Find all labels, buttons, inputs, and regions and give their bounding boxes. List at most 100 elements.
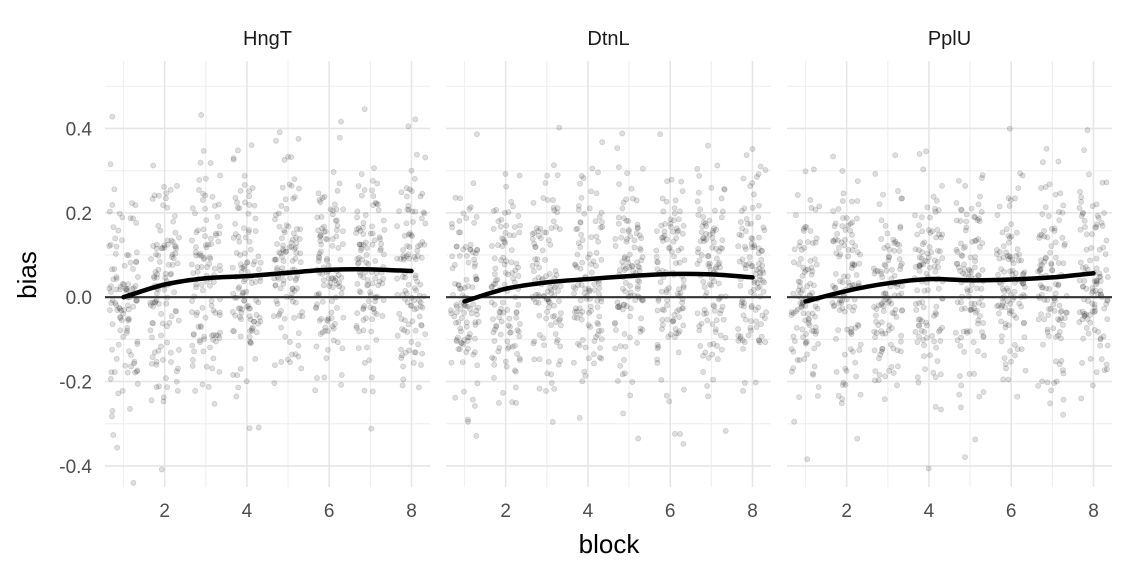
data-point — [574, 314, 580, 321]
data-point — [681, 257, 688, 263]
data-point — [212, 232, 219, 239]
data-point — [197, 339, 203, 346]
data-point — [117, 305, 123, 312]
data-point — [877, 351, 884, 358]
data-point — [499, 243, 506, 250]
data-point — [174, 260, 181, 267]
data-point — [710, 302, 717, 309]
data-point — [278, 358, 285, 365]
data-point — [885, 299, 892, 306]
data-point — [1017, 170, 1023, 177]
data-point — [871, 328, 878, 335]
data-point — [113, 286, 119, 293]
data-point — [162, 270, 169, 277]
data-point — [875, 377, 882, 384]
data-point — [113, 243, 120, 250]
data-point — [573, 264, 580, 271]
data-point — [464, 303, 471, 310]
data-point — [203, 217, 210, 223]
data-point — [289, 236, 296, 243]
data-point — [848, 331, 855, 337]
data-point — [491, 301, 498, 308]
data-point — [1043, 254, 1049, 261]
data-point — [286, 244, 293, 251]
data-point — [171, 242, 178, 249]
data-point — [654, 359, 661, 366]
data-point — [916, 300, 922, 306]
data-point — [416, 313, 423, 320]
data-point — [635, 435, 642, 442]
data-point — [404, 328, 411, 335]
data-point — [677, 289, 684, 296]
data-point — [488, 283, 495, 290]
data-point — [529, 262, 536, 269]
data-point — [152, 268, 159, 275]
data-point — [1097, 336, 1104, 343]
data-point — [339, 285, 346, 292]
data-point — [796, 283, 803, 290]
data-point — [1020, 271, 1026, 277]
data-point — [938, 234, 944, 241]
data-point — [926, 244, 933, 250]
data-point — [614, 145, 621, 151]
data-point — [958, 207, 965, 214]
data-point — [916, 151, 923, 157]
data-point — [921, 342, 927, 349]
data-point — [544, 370, 551, 377]
data-point — [496, 344, 503, 351]
data-point — [125, 252, 132, 259]
data-point — [899, 307, 905, 314]
data-point — [251, 258, 258, 265]
data-point — [244, 303, 250, 310]
data-point — [698, 229, 705, 235]
data-point — [336, 180, 343, 187]
data-point — [879, 274, 886, 281]
data-point — [937, 326, 943, 333]
data-point — [200, 190, 206, 197]
data-point — [173, 368, 180, 375]
data-point — [329, 284, 336, 290]
data-point — [544, 288, 551, 295]
data-point — [795, 287, 802, 294]
data-point — [897, 223, 904, 230]
data-point — [920, 337, 926, 343]
data-point — [1003, 365, 1009, 372]
data-point — [1063, 309, 1070, 316]
data-point — [698, 320, 705, 327]
data-point — [164, 204, 171, 211]
data-point — [1093, 201, 1100, 208]
data-point — [878, 270, 885, 277]
data-point — [1083, 285, 1090, 292]
data-point — [199, 381, 206, 388]
data-point — [491, 374, 497, 381]
data-point — [705, 252, 712, 259]
data-point — [277, 250, 284, 257]
data-point — [356, 241, 363, 248]
data-point — [417, 242, 424, 248]
data-point — [312, 305, 319, 312]
data-point — [761, 279, 767, 286]
data-point — [803, 267, 809, 273]
data-point — [1007, 254, 1014, 261]
data-point — [196, 177, 203, 183]
data-point — [373, 337, 380, 343]
data-point — [1078, 213, 1085, 219]
data-point — [588, 261, 595, 267]
data-point — [120, 333, 127, 340]
data-point — [916, 322, 922, 329]
data-point — [1038, 232, 1045, 238]
data-point — [912, 212, 918, 219]
data-point — [579, 308, 586, 315]
data-point — [255, 299, 262, 306]
data-point — [421, 210, 428, 217]
data-point — [914, 339, 921, 345]
data-point — [750, 286, 757, 293]
data-point — [470, 249, 476, 256]
data-point — [751, 244, 758, 250]
data-point — [663, 236, 670, 243]
data-point — [374, 201, 381, 208]
data-point — [338, 381, 344, 388]
data-point — [1039, 284, 1046, 291]
data-point — [741, 300, 747, 306]
